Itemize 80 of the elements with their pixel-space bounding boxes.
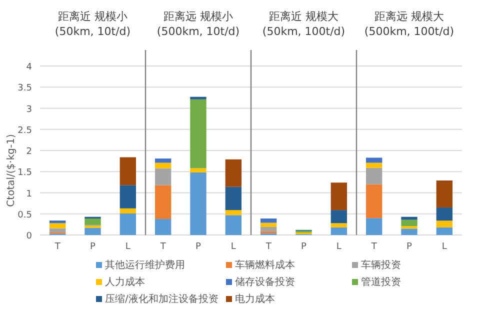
x-tick-label: L — [336, 242, 342, 252]
legend-label: 压缩/液化和加注设备投资 — [105, 293, 218, 305]
bar — [120, 157, 136, 186]
chart-title: 距离近 规模大 — [269, 10, 338, 23]
bar — [260, 222, 277, 227]
x-tick-label: P — [301, 242, 308, 252]
bar — [154, 218, 172, 235]
bar — [401, 226, 418, 229]
y-tick-label: 0 — [26, 232, 32, 242]
bar — [401, 220, 418, 226]
y-tick-label: 1.5 — [18, 168, 32, 178]
x-tick-label: L — [230, 242, 236, 252]
bar — [154, 185, 172, 219]
bar — [190, 96, 206, 100]
x-tick-label: T — [159, 242, 166, 252]
legend-label: 人力成本 — [105, 276, 145, 288]
legend-label: 其他运行维护费用 — [105, 259, 185, 271]
bar — [260, 218, 277, 223]
legend-label: 电力成本 — [235, 293, 275, 305]
y-tick-label: 0.5 — [18, 210, 32, 220]
x-tick-label: L — [125, 242, 130, 252]
y-tick-label: 1 — [26, 189, 32, 200]
chart-title: 距离近 规模小 — [58, 10, 128, 23]
bar — [366, 168, 382, 184]
bar — [436, 208, 453, 221]
legend-label: 车辆燃料成本 — [235, 259, 295, 271]
chart-subtitle: (500km, 10t/d) — [156, 25, 240, 38]
x-tick-label: P — [406, 242, 413, 252]
x-tick-label: T — [264, 242, 272, 252]
x-tick-label: P — [90, 242, 96, 252]
bar — [366, 184, 382, 218]
y-tick-label: 2 — [26, 147, 32, 157]
bar — [84, 225, 101, 228]
bar — [330, 223, 348, 228]
bar — [120, 213, 136, 235]
bar — [330, 227, 348, 235]
bar — [330, 182, 348, 210]
bar — [190, 172, 206, 235]
x-tick-label: L — [442, 242, 447, 252]
bar — [436, 227, 453, 235]
bar — [84, 218, 101, 225]
bar — [225, 159, 242, 187]
chart-subtitle: (500km, 100t/d) — [364, 25, 454, 38]
bar — [49, 223, 66, 228]
x-tick-label: T — [370, 242, 378, 252]
bar — [225, 215, 242, 235]
bar — [260, 226, 277, 232]
y-axis-title: Ctotal/($·kg-1) — [6, 134, 17, 207]
y-tick-label: 3 — [26, 104, 32, 115]
y-tick-label: 2.5 — [18, 126, 32, 136]
legend-label: 管道投资 — [361, 276, 401, 288]
legend-label: 车辆投资 — [361, 259, 401, 271]
bar — [154, 168, 172, 186]
bar — [330, 210, 348, 224]
bar — [49, 228, 66, 232]
bar — [366, 162, 382, 168]
bar — [436, 220, 453, 228]
y-tick-label: 3.5 — [18, 84, 32, 94]
bar — [154, 158, 172, 163]
chart-title: 距离远 规模大 — [374, 10, 444, 23]
bar — [154, 162, 172, 168]
bar — [401, 216, 418, 220]
bar — [436, 180, 453, 208]
bar — [120, 185, 136, 208]
chart-subtitle: (50km, 100t/d) — [262, 25, 346, 38]
bar — [84, 228, 101, 235]
x-tick-label: P — [196, 242, 202, 252]
bar — [401, 228, 418, 235]
bar — [120, 208, 136, 214]
bar — [190, 99, 206, 168]
y-tick-label: 4 — [26, 62, 32, 72]
legend-label: 储存设备投资 — [235, 276, 295, 288]
bar — [366, 218, 382, 235]
x-tick-label: T — [54, 242, 61, 252]
bar — [190, 168, 206, 172]
chart-subtitle: (50km, 10t/d) — [54, 25, 131, 38]
chart-title: 距离远 规模小 — [164, 10, 233, 23]
bar — [225, 186, 242, 210]
bar — [366, 158, 382, 163]
bar — [225, 210, 242, 216]
